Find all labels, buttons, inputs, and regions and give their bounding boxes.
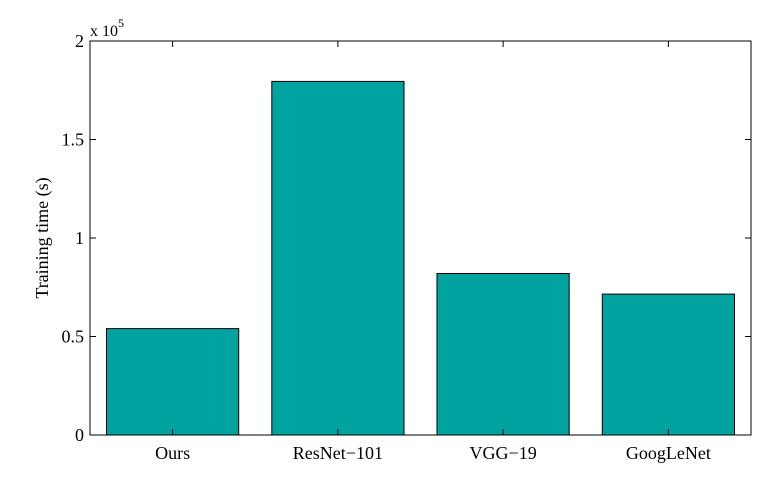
bar-3 xyxy=(601,293,735,436)
bar-0 xyxy=(106,328,240,436)
y-multiplier-base: x 10 xyxy=(90,23,118,40)
y-tick-label-0: 0 xyxy=(75,425,84,445)
y-tick-label-4: 2 xyxy=(75,31,84,51)
x-tick-label-2: VGG−19 xyxy=(470,443,537,463)
bar-1 xyxy=(271,80,405,436)
x-tick-label-1: ResNet−101 xyxy=(293,443,383,463)
y-tick-label-1: 0.5 xyxy=(62,327,85,347)
x-axis-ticks: Ours ResNet−101 VGG−19 GoogLeNet xyxy=(155,41,711,463)
x-tick-label-3: GoogLeNet xyxy=(626,443,711,463)
y-axis-label: Training time (s) xyxy=(32,177,53,298)
y-tick-label-3: 1.5 xyxy=(62,130,85,150)
y-tick-label-2: 1 xyxy=(75,228,84,248)
x-tick-label-0: Ours xyxy=(155,443,190,463)
bars-group xyxy=(106,80,735,436)
y-axis-ticks: 0 0.5 1 1.5 2 xyxy=(62,31,751,445)
bar-2 xyxy=(436,273,570,436)
y-multiplier: x 105 xyxy=(90,16,124,40)
y-multiplier-exponent: 5 xyxy=(118,16,124,30)
